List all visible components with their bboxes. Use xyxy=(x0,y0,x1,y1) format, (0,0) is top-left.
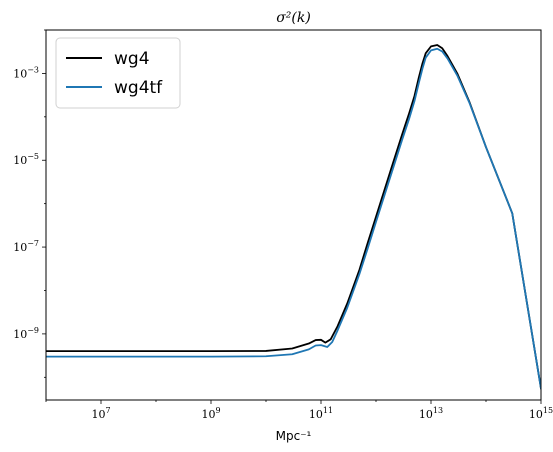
y-axis-ticks: 10−9 10−7 10−5 10−3 xyxy=(13,29,46,378)
chart-title: σ²(k) xyxy=(276,10,311,26)
series-layer xyxy=(46,44,541,390)
x-tick-label: 1011 xyxy=(309,406,333,421)
legend-label-wg4tf: wg4tf xyxy=(114,78,163,98)
x-axis-label: Mpc⁻¹ xyxy=(276,429,312,443)
x-axis-ticks: 107 109 1011 1013 1015 xyxy=(45,400,553,421)
series-line-wg4tf xyxy=(46,47,541,390)
legend-label-wg4: wg4 xyxy=(114,49,150,69)
x-tick-label: 1015 xyxy=(529,406,553,421)
y-tick-label: 10−7 xyxy=(13,239,39,254)
y-tick-label: 10−5 xyxy=(13,152,39,167)
x-tick-label: 109 xyxy=(201,406,220,421)
x-tick-label: 107 xyxy=(91,406,110,421)
y-tick-label: 10−9 xyxy=(13,326,39,341)
y-tick-label: 10−3 xyxy=(13,65,39,80)
x-tick-label: 1013 xyxy=(419,406,443,421)
legend-box xyxy=(55,37,181,109)
legend: wg4 wg4tf xyxy=(55,37,181,109)
series-line-wg4 xyxy=(46,44,541,390)
axes-frame xyxy=(45,29,542,401)
